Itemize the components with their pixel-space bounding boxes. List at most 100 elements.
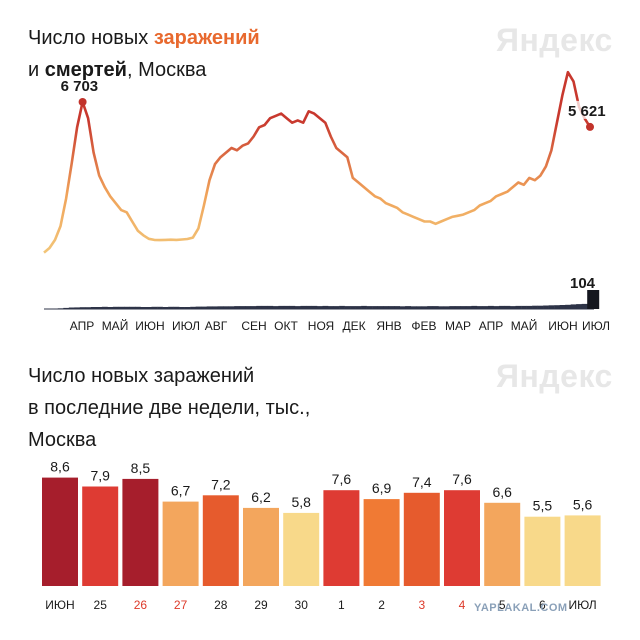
deaths-bar — [129, 306, 136, 309]
chart1-title-line-1: Число новых заражений — [28, 22, 260, 54]
bar-value-label: 6,6 — [492, 484, 512, 500]
x-tick-label: ОКТ — [274, 319, 298, 333]
chart1-title-segment: и — [28, 59, 45, 81]
x-tick-label: ИЮН — [135, 319, 164, 333]
chart1-infections-deaths: 6 703 5 621 104 АПР МАЙ ИЮН ИЮЛ АВГ СЕН ОКТ НОЯ ДЕ… — [43, 70, 610, 333]
peak-marker — [78, 98, 87, 106]
deaths-bar — [74, 307, 81, 309]
bar-value-label: 8,5 — [131, 460, 151, 476]
deaths-bar — [212, 306, 218, 309]
deaths-bar — [168, 306, 174, 309]
deaths-bar — [250, 306, 257, 309]
deaths-bar — [499, 305, 505, 309]
x-tick-label: ФЕВ — [411, 319, 436, 333]
deaths-bar — [96, 307, 103, 309]
deaths-bar — [101, 306, 108, 309]
deaths-bar — [366, 306, 373, 309]
deaths-bar — [90, 307, 97, 309]
deaths-bar — [283, 305, 290, 309]
category-label: ИЮЛ — [569, 598, 597, 612]
category-label: 1 — [338, 598, 345, 612]
deaths-bar — [272, 306, 279, 309]
deaths-bar — [190, 306, 196, 309]
deaths-bar — [510, 306, 516, 309]
deaths-bar — [294, 306, 301, 309]
deaths-bar — [162, 307, 169, 309]
deaths-bar — [449, 306, 456, 309]
category-label: 27 — [174, 598, 188, 612]
deaths-bar — [112, 306, 119, 309]
deaths-bar — [184, 307, 191, 309]
deaths-bar — [206, 306, 213, 309]
x-tick-label: МАР — [445, 319, 471, 333]
bar-value-label: 7,6 — [452, 471, 472, 487]
chart2-title-line-1: Число новых заражений — [28, 360, 310, 392]
x-tick-label: ЯНВ — [376, 319, 401, 333]
infections-series-line — [43, 70, 592, 254]
deaths-bar — [79, 307, 86, 309]
chart1-title-segment: Число новых — [28, 27, 154, 49]
category-label: 4 — [459, 598, 466, 612]
chart1-x-axis: АПР МАЙ ИЮН ИЮЛ АВГ СЕН ОКТ НОЯ ДЕК ЯНВ ФЕВ МАР АПР М… — [70, 318, 610, 333]
deaths-bar — [421, 306, 428, 309]
bar — [444, 490, 480, 586]
bar — [283, 512, 320, 586]
category-label: 2 — [378, 598, 385, 612]
deaths-bar — [372, 306, 378, 309]
deaths-bar — [460, 306, 467, 309]
deaths-bar — [399, 306, 406, 309]
x-tick-label: ИЮЛ — [582, 319, 610, 333]
bar — [42, 477, 78, 586]
deaths-bar — [344, 306, 351, 309]
bar-value-label: 6,7 — [171, 483, 191, 499]
deaths-bar — [361, 305, 367, 309]
bar — [243, 507, 279, 586]
deaths-bar — [234, 306, 241, 309]
deaths-bar — [521, 305, 527, 309]
deaths-bar — [476, 306, 483, 309]
deaths-bar — [465, 306, 472, 309]
deaths-bar — [581, 303, 588, 309]
deaths-bar — [267, 305, 274, 309]
deaths-bar — [548, 305, 555, 309]
deaths-bar — [256, 305, 263, 309]
bar-value-label: 5,5 — [533, 498, 553, 514]
deaths-bar — [201, 306, 207, 309]
deaths-bar — [228, 306, 235, 309]
chart2-title: Число новых заражений в последние две нед… — [28, 360, 310, 456]
deaths-series — [44, 290, 600, 310]
deaths-bar — [405, 306, 411, 309]
annotation-backdrop — [564, 100, 610, 119]
bar-value-label: 5,6 — [573, 496, 593, 512]
deaths-bar — [416, 306, 423, 309]
category-label: 30 — [295, 598, 309, 612]
bar-value-label: 6,2 — [251, 489, 271, 505]
bar — [403, 492, 440, 586]
x-tick-label: АПР — [70, 319, 95, 333]
chart1-title-segment: смертей — [44, 59, 127, 81]
deaths-bar — [454, 306, 461, 309]
deaths-bar — [471, 305, 478, 309]
chart1-title-segment: заражений — [153, 27, 260, 49]
deaths-bar — [543, 305, 549, 309]
x-tick-label: МАЙ — [511, 318, 538, 333]
deaths-bar — [537, 305, 544, 309]
deaths-bar — [532, 305, 538, 309]
watermark: YAPLAKAL.COM — [474, 602, 568, 614]
x-tick-label: НОЯ — [308, 319, 334, 333]
deaths-bar — [328, 306, 334, 309]
x-tick-label: МАЙ — [102, 318, 129, 333]
deaths-bar — [504, 305, 511, 309]
deaths-bar — [245, 306, 252, 309]
bar — [363, 499, 400, 586]
chart1-title: Число новых заражений и смертей, Москва — [28, 22, 260, 86]
deaths-bar — [107, 307, 114, 309]
deaths-bar — [377, 306, 384, 309]
deaths-bar — [322, 305, 329, 309]
deaths-bar — [68, 307, 75, 309]
bar — [564, 515, 601, 586]
deaths-bar — [261, 305, 268, 309]
deaths-bar — [140, 307, 147, 309]
deaths-bar — [394, 306, 400, 309]
